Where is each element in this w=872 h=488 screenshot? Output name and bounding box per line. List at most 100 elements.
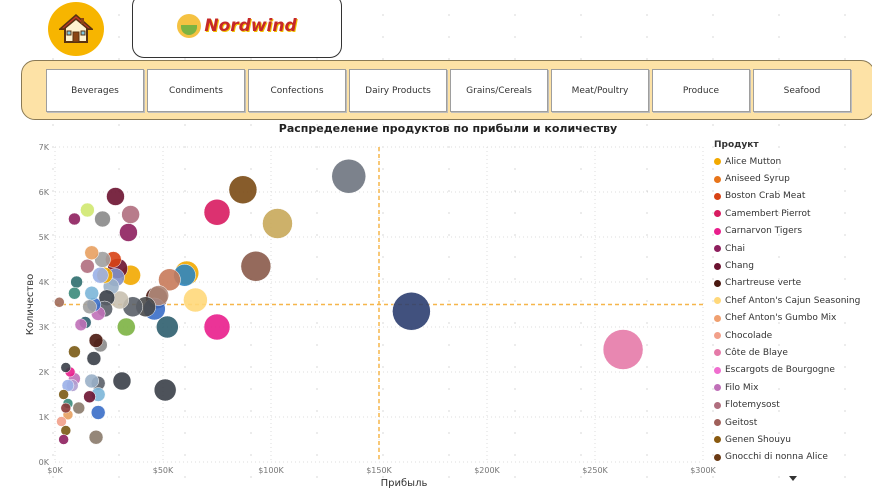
scatter-point — [60, 425, 72, 436]
x-axis-label: Прибыль — [381, 478, 428, 488]
legend-item[interactable]: Camembert Pierrot — [714, 205, 872, 222]
scatter-point — [183, 287, 208, 313]
legend-label: Boston Crab Meat — [725, 191, 806, 202]
legend-label: Filo Mix — [725, 382, 759, 393]
legend-label: Carnarvon Tigers — [725, 226, 803, 237]
legend-item[interactable]: Gnocchi di nonna Alice — [714, 449, 872, 466]
legend-item[interactable]: Chef Anton's Cajun Seasoning — [714, 292, 872, 309]
scatter-point — [602, 329, 644, 370]
legend-item[interactable]: Genen Shouyu — [714, 431, 872, 448]
legend-label: Chang — [725, 261, 754, 272]
legend-item[interactable]: Escargots de Bourgogne — [714, 362, 872, 379]
category-button-produce[interactable]: Produce — [652, 69, 750, 112]
category-button-confections[interactable]: Confections — [248, 69, 346, 112]
scatter-point — [203, 199, 231, 226]
scatter-point — [86, 351, 102, 366]
y-axis-label: Количество — [25, 274, 36, 336]
legend-swatch — [714, 366, 721, 374]
legend-item[interactable]: Chocolade — [714, 327, 872, 344]
category-button-grains-cereals[interactable]: Grains/Cereals — [450, 69, 548, 112]
scatter-point — [90, 405, 106, 420]
x-tick-label: $200K — [474, 466, 500, 475]
chart-title: Распределение продуктов по прибыли и кол… — [278, 122, 618, 135]
scatter-point — [80, 259, 95, 274]
legend-label: Chef Anton's Gumbo Mix — [725, 313, 837, 324]
scatter-point — [82, 299, 97, 314]
x-tick-label: $100K — [258, 466, 284, 475]
legend-label: Escargots de Bourgogne — [725, 365, 835, 376]
category-button-meat-poultry[interactable]: Meat/Poultry — [551, 69, 649, 112]
legend-label: Chocolade — [725, 330, 773, 341]
y-tick-label: 7K — [39, 143, 50, 152]
legend-item[interactable]: Chang — [714, 257, 872, 274]
scatter-point — [70, 275, 83, 289]
scatter-point — [54, 297, 65, 308]
legend-item[interactable]: Geitost — [714, 414, 872, 431]
legend-swatch — [714, 175, 721, 183]
legend-swatch — [714, 453, 721, 461]
scatter-point — [68, 212, 81, 226]
category-button-dairy-products[interactable]: Dairy Products — [349, 69, 447, 112]
legend-item[interactable]: Filo Mix — [714, 379, 872, 396]
scatter-point — [158, 268, 181, 291]
scatter-point — [72, 401, 86, 415]
y-tick-label: 2K — [39, 368, 50, 377]
legend-swatch — [714, 279, 721, 287]
house-icon — [59, 14, 93, 43]
legend-item[interactable]: Carnarvon Tigers — [714, 223, 872, 240]
scatter-point — [74, 318, 88, 331]
scatter-point — [68, 345, 81, 358]
legend-label: Camembert Pierrot — [725, 208, 811, 219]
scatter-point — [94, 210, 111, 228]
scatter-point — [121, 205, 140, 224]
x-tick-label: $0K — [47, 466, 63, 475]
scatter-point — [84, 245, 99, 260]
legend-label: Geitost — [725, 417, 758, 428]
logo-mark-icon — [177, 14, 202, 38]
y-tick-label: 3K — [39, 323, 50, 332]
legend-label: Gnocchi di nonna Alice — [725, 452, 828, 463]
chart-legend: Продукт Alice Mutton Aniseed Syrup Boston … — [714, 140, 872, 466]
legend-swatch — [714, 158, 721, 166]
legend-swatch — [714, 297, 721, 305]
legend-label: Chai — [725, 243, 746, 254]
scatter-point — [92, 267, 109, 284]
legend-item[interactable]: Chef Anton's Gumbo Mix — [714, 310, 872, 327]
scatter-point — [56, 416, 67, 427]
legend-item[interactable]: Flotemysost — [714, 396, 872, 413]
category-button-condiments[interactable]: Condiments — [147, 69, 245, 112]
scatter-point — [119, 223, 138, 242]
y-tick-label: 0K — [39, 458, 50, 467]
legend-item[interactable]: Alice Mutton — [714, 153, 872, 170]
legend-swatch — [714, 332, 721, 340]
legend-label: Flotemysost — [725, 400, 780, 411]
legend-swatch — [714, 227, 721, 235]
scatter-point — [156, 315, 179, 339]
scatter-point — [392, 292, 431, 331]
y-tick-label: 5K — [39, 233, 50, 242]
y-tick-label: 4K — [39, 278, 50, 287]
category-button-beverages[interactable]: Beverages — [46, 69, 144, 112]
legend-item[interactable]: Chai — [714, 240, 872, 257]
legend-item[interactable]: Côte de Blaye — [714, 344, 872, 361]
legend-swatch — [714, 419, 721, 427]
legend-swatch — [714, 210, 721, 218]
scatter-point — [240, 251, 272, 282]
scatter-point — [88, 333, 104, 348]
legend-swatch — [714, 436, 721, 444]
legend-scroll-down-icon[interactable] — [789, 476, 797, 481]
legend-item[interactable]: Boston Crab Meat — [714, 188, 872, 205]
home-button[interactable] — [48, 2, 104, 56]
y-tick-label: 6K — [39, 188, 50, 197]
legend-item[interactable]: Chartreuse verte — [714, 275, 872, 292]
scatter-point — [68, 287, 81, 300]
legend-label: Aniseed Syrup — [725, 174, 790, 185]
legend-swatch — [714, 262, 721, 270]
scatter-point — [60, 362, 72, 373]
legend-label: Genen Shouyu — [725, 434, 791, 445]
legend-swatch — [714, 192, 721, 200]
category-button-seafood[interactable]: Seafood — [753, 69, 851, 112]
legend-label: Chartreuse verte — [725, 278, 802, 289]
scatter-point — [228, 175, 258, 204]
legend-item[interactable]: Aniseed Syrup — [714, 170, 872, 187]
